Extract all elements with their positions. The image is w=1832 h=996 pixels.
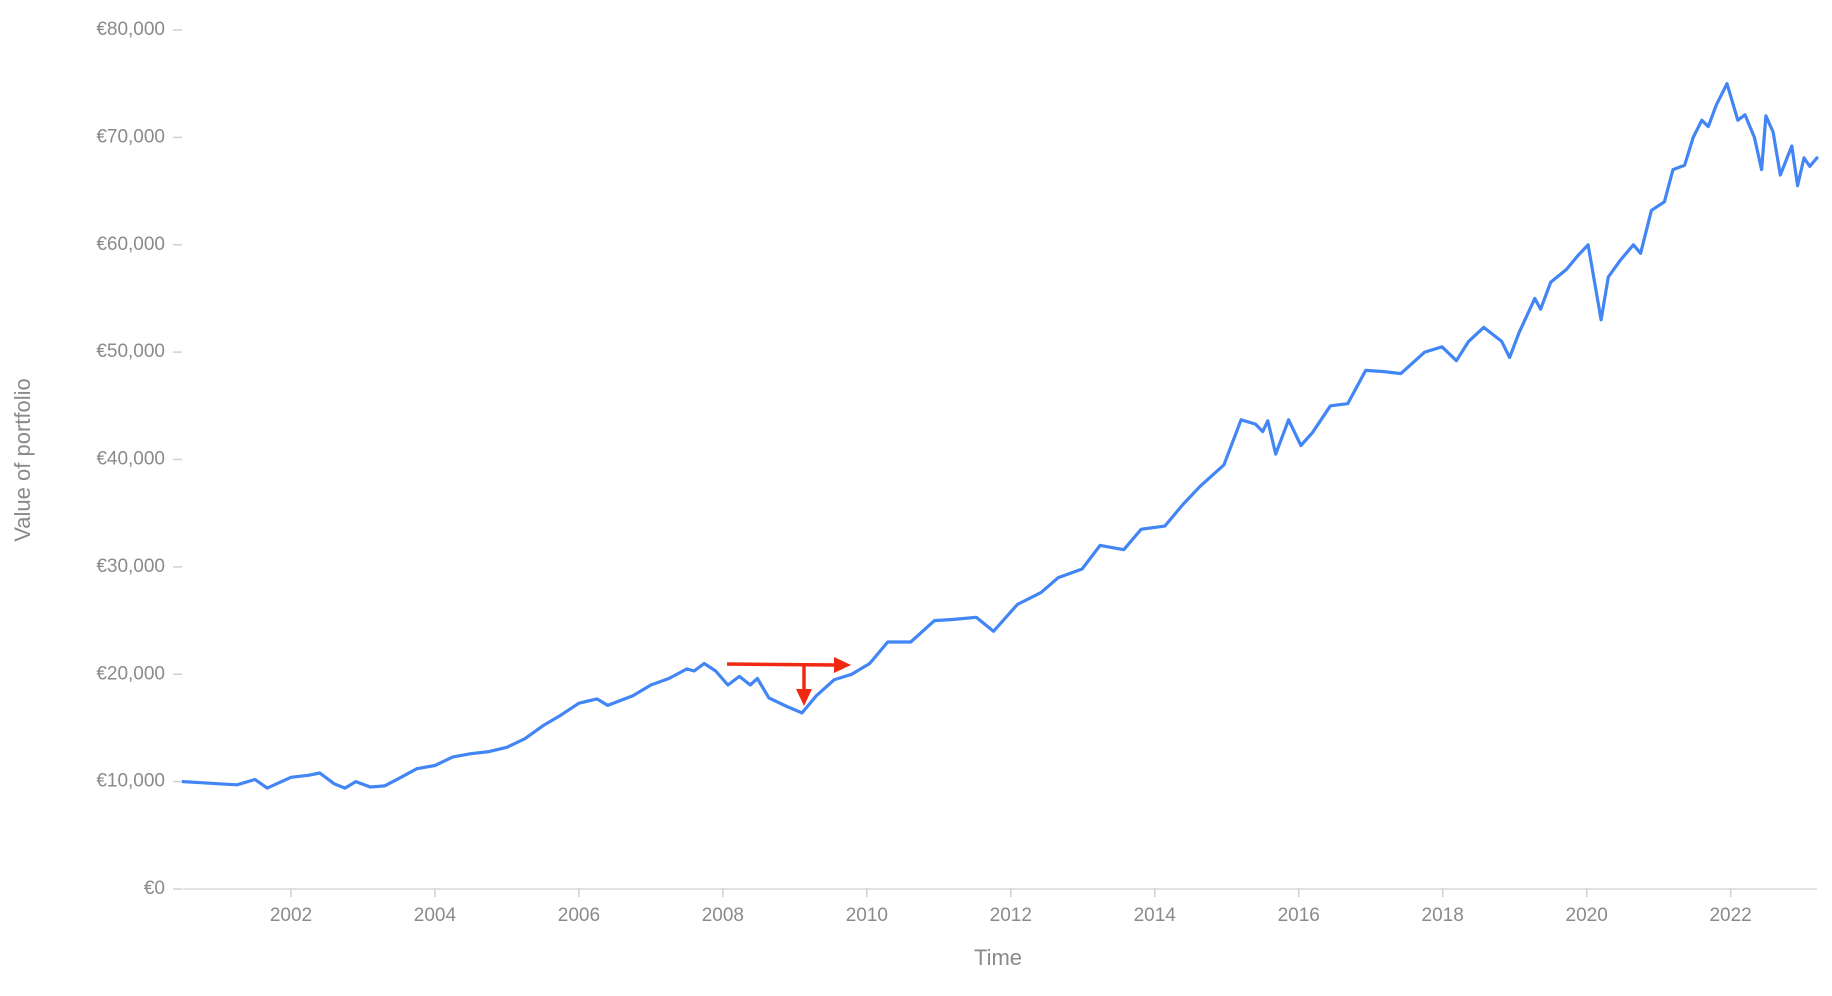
arrow-line (726, 662, 837, 667)
y-tick-label: €20,000 (96, 663, 165, 684)
y-tick-label: €40,000 (96, 449, 165, 470)
x-tick-label: 2004 (414, 905, 457, 926)
y-tick-label: €30,000 (96, 556, 165, 577)
x-axis-label: Time (974, 945, 1022, 970)
y-tick-label: €0 (144, 878, 165, 899)
y-tick-label: €50,000 (96, 341, 165, 362)
x-tick-label: 2018 (1422, 905, 1464, 926)
annotation-arrows (726, 657, 851, 706)
x-tick-label: 2014 (1134, 905, 1177, 926)
y-tick-label: €80,000 (96, 19, 165, 40)
x-tick-label: 2010 (846, 905, 888, 926)
y-axis-label: Value of portfolio (10, 378, 35, 541)
y-tick-label: €10,000 (96, 771, 165, 792)
x-tick-label: 2002 (270, 905, 312, 926)
x-tick-label: 2020 (1566, 905, 1608, 926)
x-tick-label: 2016 (1278, 905, 1320, 926)
arrow-head (796, 689, 812, 706)
x-tick-label: 2012 (990, 905, 1032, 926)
x-tick-label: 2008 (702, 905, 744, 926)
y-tick-label: €70,000 (96, 126, 165, 147)
line (181, 82, 1819, 790)
y-tick-label: €60,000 (96, 234, 165, 255)
x-tick-label: 2022 (1709, 905, 1751, 926)
arrow-head (834, 657, 851, 673)
x-tick-label: 2006 (558, 905, 600, 926)
